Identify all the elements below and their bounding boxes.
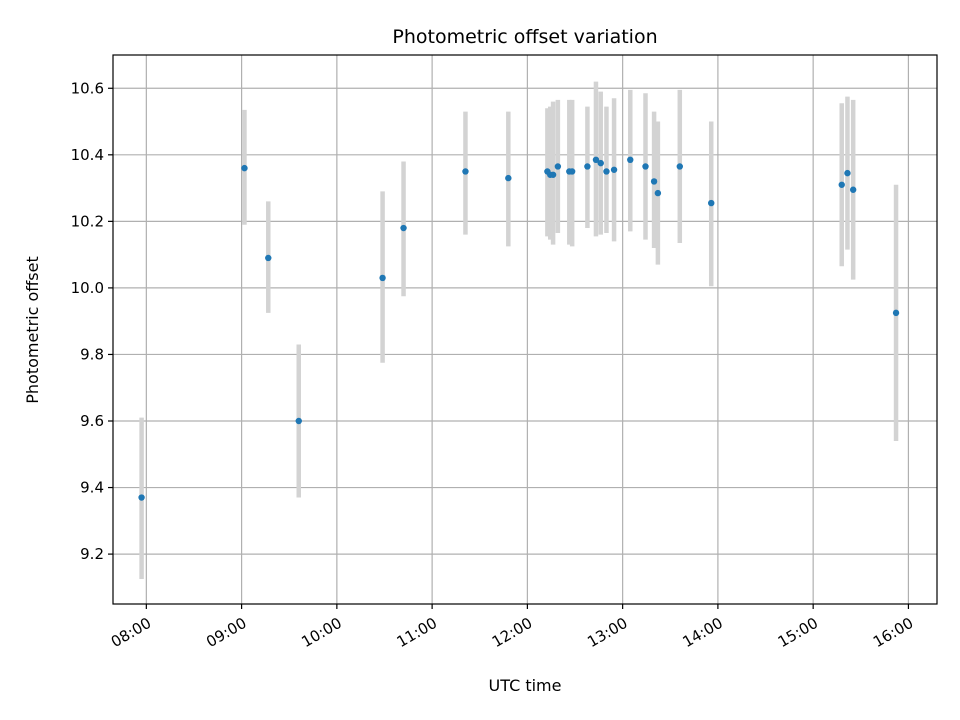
y-tick-label: 10.0 [71,279,104,297]
y-tick-label: 9.6 [80,412,104,430]
data-point [892,309,900,317]
data-point [295,417,302,425]
data-point [849,186,857,193]
data-point [642,163,649,170]
data-point [592,156,600,164]
data-point [554,163,562,170]
data-point [654,189,662,197]
data-point [138,494,145,501]
y-tick-label: 9.4 [80,479,104,497]
y-tick-label: 10.2 [71,212,104,230]
data-point [584,163,591,170]
data-point [838,181,845,188]
data-point [597,159,604,167]
data-point [400,224,407,232]
x-axis-label: UTC time [489,676,562,695]
data-point [844,169,851,177]
data-point [505,174,512,182]
y-axis-label: Photometric offset [23,256,42,404]
y-axis: 9.2 9.4 9.6 9.8 10.0 10.2 10.4 10.6 [71,79,113,563]
y-tick-label: 9.2 [80,545,104,563]
data-point [610,166,618,173]
y-tick-label: 9.8 [80,345,104,363]
data-points [138,156,900,501]
y-tick-label: 10.6 [71,79,104,97]
data-point [265,254,272,262]
data-point [627,156,634,164]
y-tick-label: 10.4 [71,146,104,164]
data-point [568,168,576,175]
data-point [462,168,469,175]
data-point [549,171,557,178]
data-point [676,163,683,170]
data-point [603,168,610,175]
data-point [708,199,715,207]
data-point [379,274,386,282]
grid [113,55,937,604]
plot-frame [112,54,938,605]
chart-title: Photometric offset variation [392,26,657,48]
data-point [650,178,658,185]
data-point [241,164,248,172]
